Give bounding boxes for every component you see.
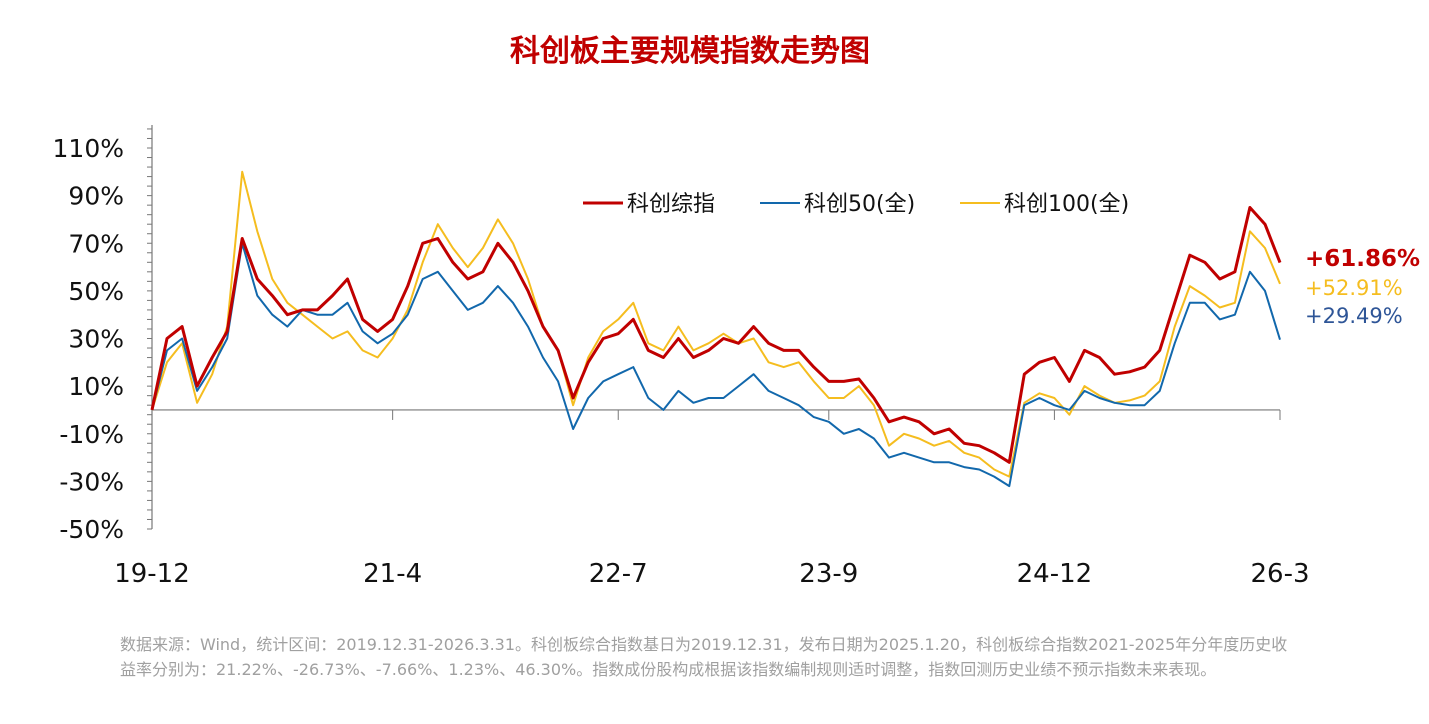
x-tick-label: 26-3 — [1250, 559, 1309, 589]
y-tick-label: -50% — [59, 515, 124, 544]
x-tick-label: 22-7 — [589, 559, 648, 589]
y-tick-label: 70% — [68, 229, 124, 258]
x-tick-label: 23-9 — [799, 559, 858, 589]
series-line-kechuang-composite — [150, 206, 1282, 464]
y-tick-label: 110% — [53, 134, 124, 163]
axes: 110% 90% 70% 50% 30% 10% -10% -30% -50% 19-12 21-4… — [53, 125, 1310, 589]
y-tick-label: 10% — [68, 372, 124, 401]
x-tick-label: 19-12 — [114, 559, 190, 589]
x-tick-label: 21-4 — [363, 559, 422, 589]
y-tick-label: -30% — [59, 467, 124, 496]
end-label-kechuang-composite: +61.86% — [1305, 246, 1421, 272]
y-tick-label: 50% — [68, 277, 124, 306]
y-tick-label: 30% — [68, 325, 124, 354]
chart-title: 科创板主要规模指数走势图 — [510, 34, 870, 69]
end-label-kechuang-100: +52.91% — [1305, 276, 1403, 300]
y-tick-label: -10% — [59, 420, 124, 449]
footnote: 数据来源：Wind，统计区间：2019.12.31-2026.3.31。科创板综… — [120, 635, 1288, 679]
legend-label: 科创100(全) — [1004, 192, 1129, 217]
series-lines — [150, 170, 1282, 488]
legend: 科创综指 科创50(全) 科创100(全) — [583, 192, 1129, 217]
x-tick-label: 24-12 — [1017, 559, 1093, 589]
end-label-kechuang-50: +29.49% — [1305, 304, 1403, 328]
series-line-kechuang-50 — [151, 242, 1281, 488]
y-tick-label: 90% — [68, 182, 124, 211]
legend-label: 科创50(全) — [804, 192, 915, 217]
series-line-kechuang-100 — [151, 170, 1281, 478]
legend-label: 科创综指 — [627, 192, 715, 217]
